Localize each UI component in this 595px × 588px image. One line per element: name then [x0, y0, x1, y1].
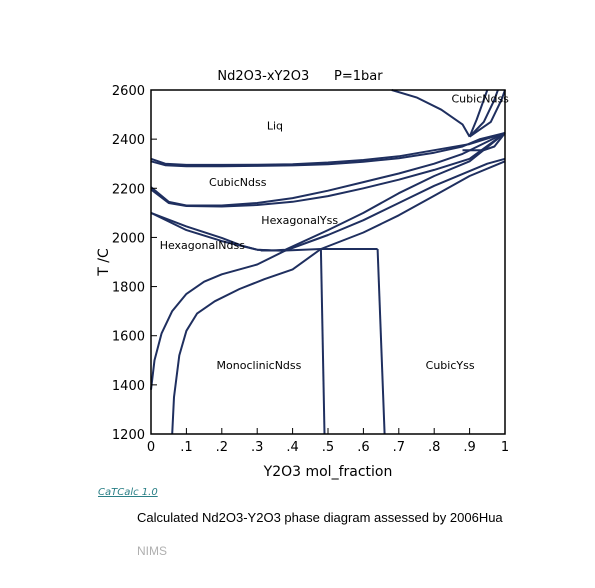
x-tick-label: .9: [463, 440, 475, 455]
x-tick-label: .7: [393, 440, 405, 455]
y-axis-label: T /C: [96, 248, 112, 277]
phase-region-labels: Liq CubicNdss CubicNdss HexagonalYss Hexagon…: [160, 92, 509, 372]
x-tick-label: 0: [147, 440, 155, 455]
phase-boundary-5: [150, 132, 506, 252]
y-axis-ticks: 1200 1400 1600 1800 2000 2200 2400 2600: [112, 84, 157, 443]
phase-boundary-8: [285, 248, 321, 252]
phase-boundary-16: [468, 89, 499, 138]
phase-boundary-17: [469, 89, 506, 138]
chart-title: Nd2O3-xY2O3 P=1bar: [217, 69, 383, 84]
x-tick-label: .1: [180, 440, 192, 455]
y-tick-label: 1400: [112, 379, 145, 394]
plot-frame: [150, 89, 506, 435]
phase-region-label: CubicNdss: [209, 176, 267, 189]
x-tick-label: .2: [216, 440, 228, 455]
phase-region-label: MonoclinicNdss: [217, 359, 302, 372]
phase-region-label: HexagonalYss: [261, 214, 338, 227]
x-tick-label: .5: [322, 440, 334, 455]
x-tick-label: .3: [251, 440, 263, 455]
y-tick-label: 1600: [112, 330, 145, 345]
phase-boundary-10: [319, 248, 326, 435]
y-tick-label: 1800: [112, 281, 145, 296]
phase-region-label: CubicYss: [426, 359, 475, 372]
figure-caption: Calculated Nd2O3-Y2O3 phase diagram asse…: [137, 510, 503, 525]
y-tick-label: 2000: [112, 231, 145, 246]
y-tick-label: 2200: [112, 182, 145, 197]
organization-label: NIMS: [137, 544, 167, 558]
x-tick-label: .4: [286, 440, 298, 455]
phase-boundary-4: [150, 132, 506, 208]
phase-boundary-15: [468, 89, 489, 138]
phase-boundary-14: [391, 89, 471, 138]
y-tick-label: 2400: [112, 133, 145, 148]
phase-boundary-curves: [150, 89, 506, 435]
phase-boundary-11: [376, 248, 386, 435]
phase-diagram-chart: Nd2O3-xY2O3 P=1bar 0.1.2.3.4.5.6.7.8.9 1 …: [96, 69, 509, 480]
y-tick-label: 1200: [112, 428, 145, 443]
phase-region-label: CubicNdss: [452, 92, 510, 105]
catcalc-brand-link[interactable]: CaTCalc 1.0: [98, 487, 158, 498]
x-tick-label: 1: [501, 440, 509, 455]
x-tick-label: .8: [428, 440, 440, 455]
x-tick-label: .6: [357, 440, 369, 455]
phase-region-label: Liq: [267, 119, 283, 132]
phase-region-label: HexagonalNdss: [160, 239, 246, 252]
phase-boundary-2: [150, 132, 506, 168]
x-axis-label: Y2O3 mol_fraction: [263, 464, 393, 480]
phase-boundary-19: [483, 132, 506, 152]
x-axis-ticks: 0 .1 .2 .3 .4 .5 .6 .7 .8 .9 1: [147, 428, 509, 455]
phase-boundary-12: [150, 157, 506, 390]
phase-boundary-1: [150, 132, 506, 166]
y-tick-label: 2600: [112, 84, 145, 99]
phase-boundary-13: [171, 160, 506, 435]
